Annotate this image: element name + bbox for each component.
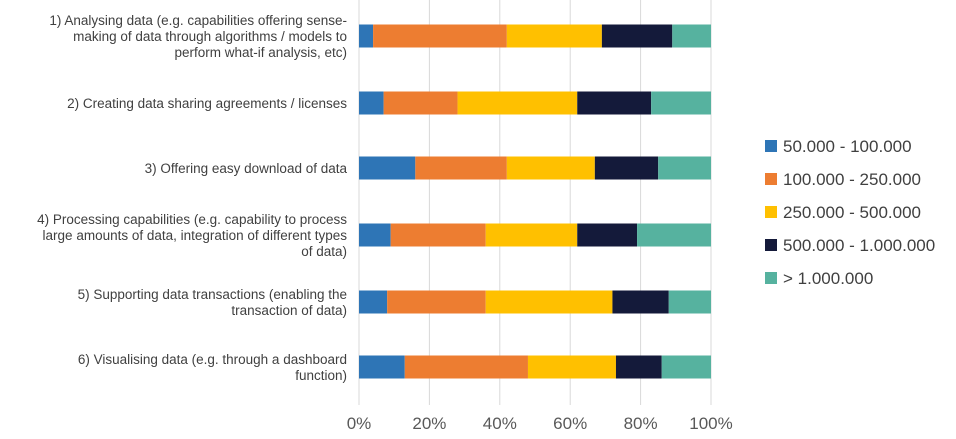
- category-label-line: function): [295, 368, 347, 383]
- x-tick-label: 40%: [483, 414, 517, 433]
- bar-segment: [485, 223, 578, 247]
- category-label-line: making of data through algorithms / mode…: [73, 29, 347, 44]
- category-label-line: 5) Supporting data transactions (enablin…: [78, 287, 347, 302]
- x-tick-label: 80%: [624, 414, 658, 433]
- bar-segment: [485, 290, 613, 314]
- bar-segment: [637, 223, 711, 247]
- bar-segment: [651, 91, 711, 115]
- bar-segment: [387, 290, 486, 314]
- bar-segment: [668, 290, 711, 314]
- bar-segment: [577, 91, 652, 115]
- bar-segment: [415, 156, 507, 180]
- legend-swatch: [765, 206, 777, 218]
- category-label-line: 3) Offering easy download of data: [145, 161, 348, 176]
- category-label-line: perform what-if analysis, etc): [174, 45, 347, 60]
- category-label-line: 6) Visualising data (e.g. through a dash…: [78, 352, 347, 367]
- category-label-line: 4) Processing capabilities (e.g. capabil…: [37, 212, 347, 227]
- category-label: 5) Supporting data transactions (enablin…: [78, 287, 347, 318]
- bar-segment: [404, 355, 528, 379]
- category-label: 2) Creating data sharing agreements / li…: [67, 96, 347, 111]
- bars: [359, 24, 711, 379]
- gridlines: [358, 0, 712, 405]
- bar-segment: [672, 24, 711, 48]
- x-axis-tick-labels: 0% 20% 40% 60% 80% 100%: [347, 414, 733, 433]
- legend-label: 100.000 - 250.000: [783, 170, 921, 189]
- bar-segment: [359, 223, 391, 247]
- bar-segment: [527, 355, 616, 379]
- category-label-line: transaction of data): [231, 303, 347, 318]
- bar-segment: [359, 156, 416, 180]
- bar-segment: [359, 355, 405, 379]
- legend-label: 500.000 - 1.000.000: [783, 236, 935, 255]
- bar-segment: [601, 24, 673, 48]
- legend-swatch: [765, 140, 777, 152]
- category-label: 6) Visualising data (e.g. through a dash…: [78, 352, 347, 383]
- x-tick-label: 0%: [347, 414, 372, 433]
- legend-swatch: [765, 272, 777, 284]
- category-label: 3) Offering easy download of data: [145, 161, 348, 176]
- category-labels: 1) Analysing data (e.g. capabilities off…: [37, 13, 347, 383]
- bar-segment: [390, 223, 486, 247]
- category-label: 1) Analysing data (e.g. capabilities off…: [49, 13, 347, 60]
- x-tick-label: 100%: [689, 414, 732, 433]
- bar-segment: [661, 355, 711, 379]
- category-label-line: of data): [301, 244, 347, 259]
- bar-segment: [615, 355, 662, 379]
- category-label-line: 1) Analysing data (e.g. capabilities off…: [49, 13, 347, 28]
- bar-segment: [373, 24, 507, 48]
- bar-segment: [359, 24, 374, 48]
- category-label: 4) Processing capabilities (e.g. capabil…: [37, 212, 347, 259]
- bar-segment: [506, 24, 602, 48]
- bar-segment: [359, 290, 388, 314]
- legend: 50.000 - 100.000 100.000 - 250.000 250.000…: [765, 137, 935, 288]
- category-label-line: large amounts of data, integration of di…: [43, 228, 348, 243]
- bar-segment: [383, 91, 458, 115]
- bar-segment: [658, 156, 711, 180]
- legend-swatch: [765, 239, 777, 251]
- bar-segment: [506, 156, 595, 180]
- legend-label: 50.000 - 100.000: [783, 137, 912, 156]
- legend-label: > 1.000.000: [783, 269, 873, 288]
- bar-segment: [457, 91, 578, 115]
- bar-segment: [612, 290, 669, 314]
- x-tick-label: 20%: [412, 414, 446, 433]
- x-tick-label: 60%: [553, 414, 587, 433]
- legend-swatch: [765, 173, 777, 185]
- bar-segment: [577, 223, 638, 247]
- category-label-line: 2) Creating data sharing agreements / li…: [67, 96, 347, 111]
- bar-segment: [594, 156, 659, 180]
- legend-label: 250.000 - 500.000: [783, 203, 921, 222]
- bar-segment: [359, 91, 384, 115]
